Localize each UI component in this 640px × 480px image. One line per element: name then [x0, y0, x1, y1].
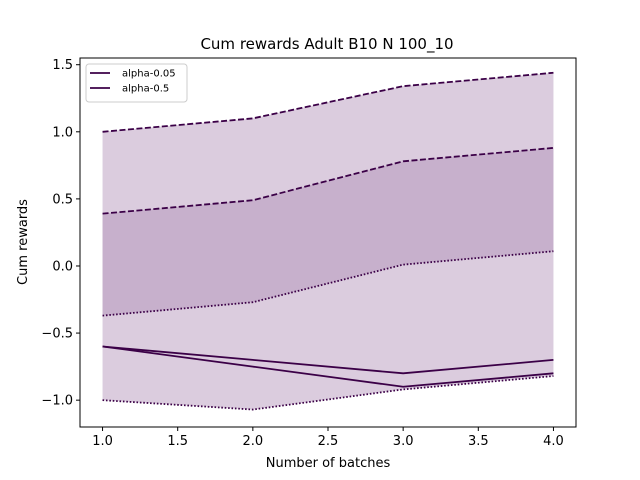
y-tick-label: 1.5	[52, 58, 73, 73]
lower-line-series-1	[102, 250, 554, 317]
x-tick-label: 2.5	[318, 434, 339, 449]
mean-line-series-0	[102, 345, 554, 388]
lower-line-series-0	[102, 375, 554, 411]
y-axis-label: Cum rewards	[16, 199, 31, 285]
x-tick-label: 4.0	[543, 434, 564, 449]
y-tick-label: 0.0	[52, 259, 73, 274]
plot-area	[102, 71, 554, 411]
y-tick-label: 0.5	[52, 192, 73, 207]
x-axis-label: Number of batches	[266, 456, 391, 471]
chart-title: Cum rewards Adult B10 N 100_10	[200, 35, 453, 54]
x-tick-label: 3.0	[393, 434, 414, 449]
x-tick-label: 1.0	[92, 434, 113, 449]
x-axis: 1.0 1.5 2.0 2.5 3.0 3.5 4.0	[92, 427, 564, 449]
x-tick-label: 2.0	[243, 434, 264, 449]
legend: alpha-0.05 alpha-0.5	[85, 63, 188, 103]
y-tick-label: 1.0	[52, 125, 73, 140]
mean-line-series-1	[102, 345, 554, 375]
x-tick-label: 3.5	[468, 434, 489, 449]
band-series-1	[102, 147, 554, 316]
legend-label: alpha-0.05	[122, 69, 176, 80]
y-tick-label: −1.0	[41, 394, 73, 409]
x-tick-label: 1.5	[167, 434, 188, 449]
y-tick-label: −0.5	[41, 327, 73, 342]
legend-label: alpha-0.5	[122, 84, 169, 95]
band-series-0	[102, 72, 554, 410]
legend-box	[85, 63, 188, 103]
y-axis: −1.0 −0.5 0.0 0.5 1.0 1.5	[41, 58, 80, 409]
